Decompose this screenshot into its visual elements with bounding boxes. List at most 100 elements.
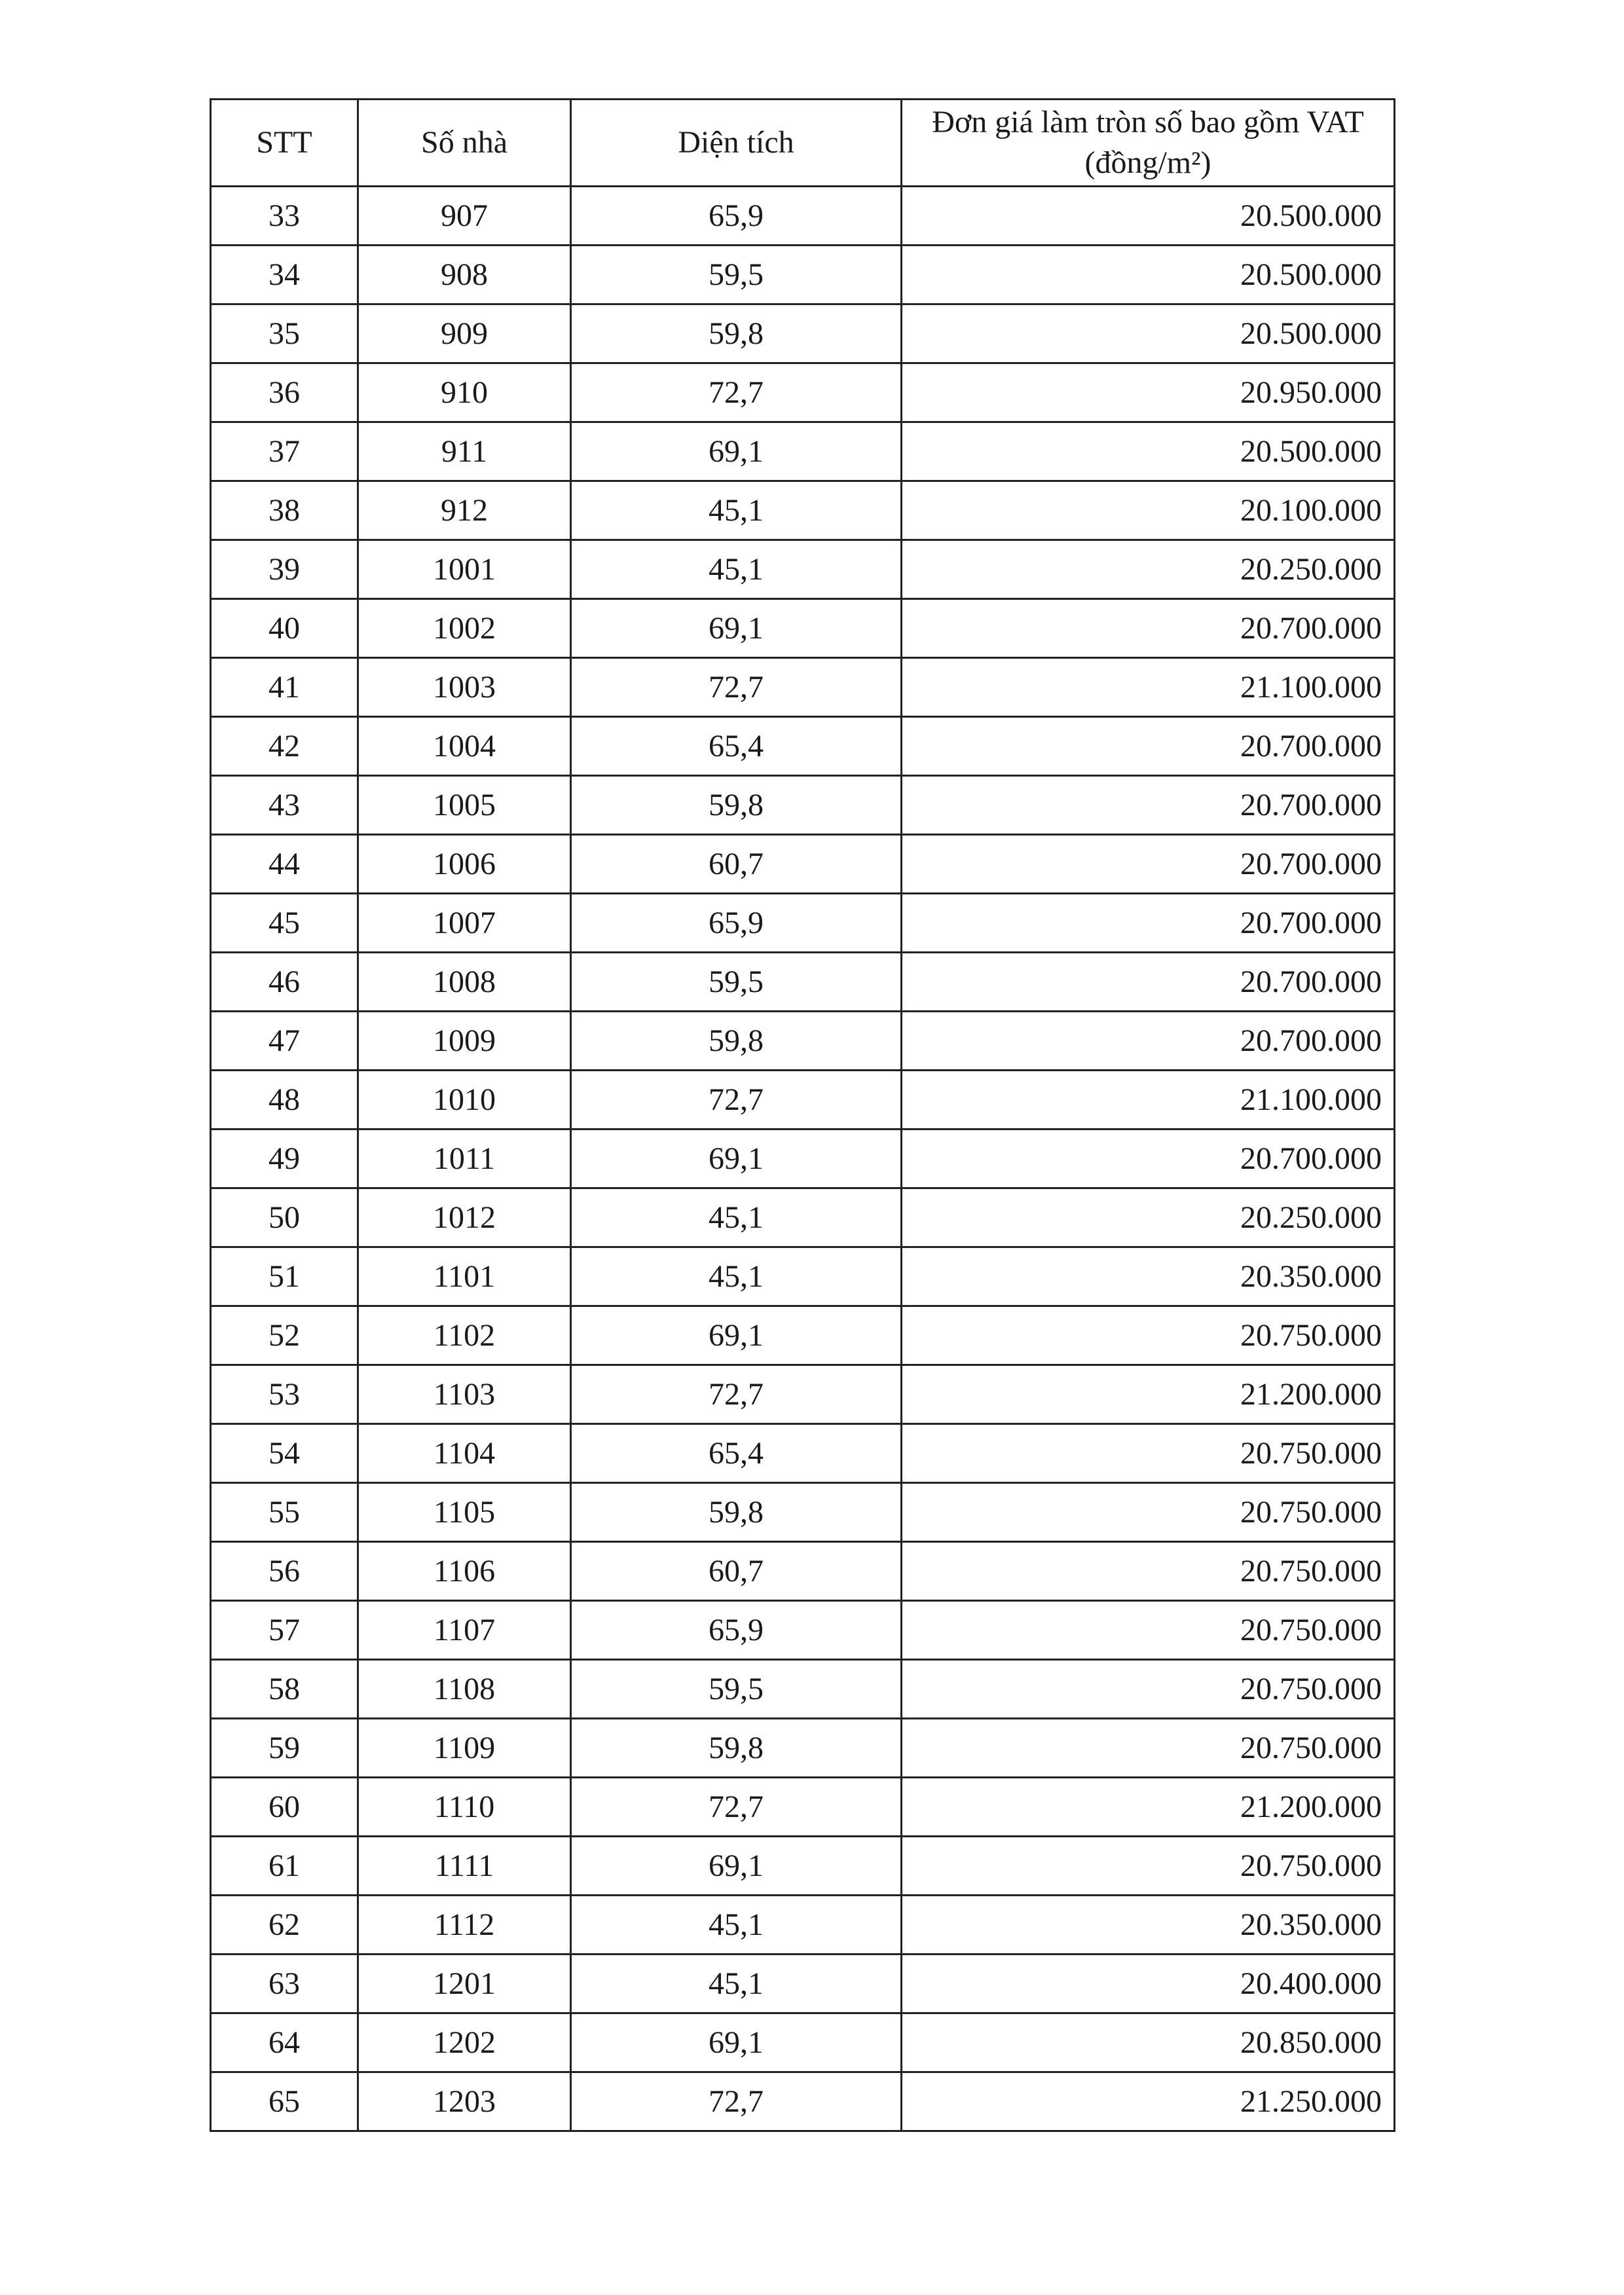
cell-unit-price: 20.750.000 [900,1717,1395,1778]
cell-unit-price: 20.700.000 [900,1010,1395,1071]
cell-house-number: 909 [357,303,572,364]
table-row: 53 1103 72,7 21.200.000 [210,1364,1395,1425]
cell-stt: 35 [210,303,359,364]
header-area: Diện tích [570,98,902,187]
cell-area: 69,1 [570,1305,902,1366]
cell-stt: 37 [210,421,359,482]
table-row: 63 1201 45,1 20.400.000 [210,1953,1395,2014]
cell-area: 59,5 [570,244,902,305]
cell-house-number: 1008 [357,951,572,1012]
cell-unit-price: 20.750.000 [900,1600,1395,1661]
cell-area: 45,1 [570,1894,902,1955]
cell-area: 69,1 [570,1835,902,1896]
cell-unit-price: 20.700.000 [900,892,1395,953]
cell-stt: 61 [210,1835,359,1896]
cell-house-number: 1202 [357,2012,572,2073]
cell-unit-price: 20.750.000 [900,1659,1395,1719]
cell-area: 60,7 [570,1541,902,1602]
cell-area: 65,9 [570,1600,902,1661]
cell-area: 65,9 [570,185,902,246]
table-row: 60 1110 72,7 21.200.000 [210,1776,1395,1837]
cell-stt: 33 [210,185,359,246]
cell-area: 59,8 [570,1717,902,1778]
cell-area: 69,1 [570,1128,902,1189]
table-row: 43 1005 59,8 20.700.000 [210,775,1395,835]
cell-house-number: 1106 [357,1541,572,1602]
table-row: 54 1104 65,4 20.750.000 [210,1423,1395,1484]
cell-unit-price: 20.750.000 [900,1835,1395,1896]
table-row: 36 910 72,7 20.950.000 [210,362,1395,423]
table-row: 59 1109 59,8 20.750.000 [210,1717,1395,1778]
cell-house-number: 1105 [357,1482,572,1543]
cell-house-number: 1102 [357,1305,572,1366]
cell-unit-price: 20.700.000 [900,951,1395,1012]
cell-unit-price: 20.750.000 [900,1541,1395,1602]
header-stt: STT [210,98,359,187]
cell-stt: 52 [210,1305,359,1366]
cell-house-number: 1012 [357,1187,572,1248]
cell-house-number: 1003 [357,657,572,718]
cell-area: 65,4 [570,716,902,777]
cell-area: 72,7 [570,1069,902,1130]
cell-area: 59,5 [570,951,902,1012]
cell-area: 60,7 [570,834,902,894]
cell-stt: 55 [210,1482,359,1543]
cell-stt: 50 [210,1187,359,1248]
cell-stt: 40 [210,598,359,659]
cell-area: 59,8 [570,1482,902,1543]
header-unit-price: Đơn giá làm tròn số bao gồm VAT (đồng/m²… [900,98,1395,187]
cell-stt: 49 [210,1128,359,1189]
cell-unit-price: 21.200.000 [900,1364,1395,1425]
table-row: 64 1202 69,1 20.850.000 [210,2012,1395,2073]
table-row: 65 1203 72,7 21.250.000 [210,2071,1395,2132]
cell-unit-price: 20.950.000 [900,362,1395,423]
cell-stt: 43 [210,775,359,835]
table-row: 47 1009 59,8 20.700.000 [210,1010,1395,1071]
cell-stt: 62 [210,1894,359,1955]
cell-stt: 42 [210,716,359,777]
cell-stt: 51 [210,1246,359,1307]
cell-area: 72,7 [570,1776,902,1837]
cell-stt: 48 [210,1069,359,1130]
cell-stt: 39 [210,539,359,600]
cell-stt: 46 [210,951,359,1012]
cell-area: 72,7 [570,362,902,423]
cell-house-number: 1112 [357,1894,572,1955]
cell-unit-price: 21.100.000 [900,657,1395,718]
cell-house-number: 1107 [357,1600,572,1661]
cell-unit-price: 20.500.000 [900,303,1395,364]
cell-unit-price: 20.500.000 [900,421,1395,482]
cell-stt: 60 [210,1776,359,1837]
cell-house-number: 1006 [357,834,572,894]
table-row: 58 1108 59,5 20.750.000 [210,1659,1395,1719]
cell-unit-price: 20.850.000 [900,2012,1395,2073]
cell-house-number: 1104 [357,1423,572,1484]
cell-house-number: 908 [357,244,572,305]
table-row: 33 907 65,9 20.500.000 [210,185,1395,246]
table-row: 34 908 59,5 20.500.000 [210,244,1395,305]
cell-unit-price: 20.100.000 [900,480,1395,541]
table-row: 37 911 69,1 20.500.000 [210,421,1395,482]
cell-house-number: 1109 [357,1717,572,1778]
cell-area: 45,1 [570,539,902,600]
table-row: 61 1111 69,1 20.750.000 [210,1835,1395,1896]
cell-stt: 44 [210,834,359,894]
cell-area: 72,7 [570,1364,902,1425]
table-row: 44 1006 60,7 20.700.000 [210,834,1395,894]
apartment-price-table: STT Số nhà Diện tích Đơn giá làm tròn số… [210,98,1395,2132]
cell-stt: 47 [210,1010,359,1071]
cell-area: 45,1 [570,1187,902,1248]
cell-house-number: 1011 [357,1128,572,1189]
cell-stt: 34 [210,244,359,305]
cell-stt: 41 [210,657,359,718]
cell-unit-price: 20.250.000 [900,1187,1395,1248]
cell-unit-price: 20.400.000 [900,1953,1395,2014]
cell-stt: 59 [210,1717,359,1778]
cell-house-number: 912 [357,480,572,541]
cell-house-number: 911 [357,421,572,482]
cell-unit-price: 20.700.000 [900,775,1395,835]
cell-stt: 36 [210,362,359,423]
cell-stt: 65 [210,2071,359,2132]
table-row: 55 1105 59,8 20.750.000 [210,1482,1395,1543]
table-header: STT Số nhà Diện tích Đơn giá làm tròn số… [210,98,1395,187]
